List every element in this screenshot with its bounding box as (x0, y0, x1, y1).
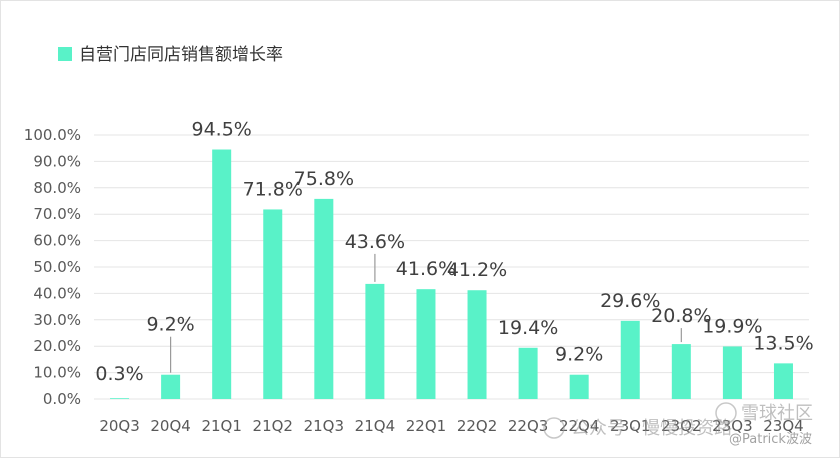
x-tick-label: 23Q3 (712, 417, 752, 435)
wechat-icon (543, 417, 565, 439)
xueqiu-logo-icon (715, 402, 737, 424)
x-tick-label: 20Q3 (99, 417, 139, 435)
x-tick-label: 22Q4 (559, 417, 599, 435)
y-tick-label: 0.0% (43, 390, 81, 408)
y-tick-label: 80.0% (33, 179, 81, 197)
data-label: 41.2% (447, 259, 507, 281)
bar (416, 289, 436, 399)
legend-swatch (58, 47, 72, 61)
y-tick-label: 50.0% (33, 258, 81, 276)
x-tick-label: 23Q1 (610, 417, 650, 435)
bar (314, 198, 334, 399)
y-tick-label: 10.0% (33, 364, 81, 382)
x-tick-label: 21Q4 (355, 417, 395, 435)
x-axis: 20Q3 20Q4 21Q1 21Q2 21Q3 21Q4 22Q1 22Q2 22Q3 22Q4… (99, 417, 803, 435)
data-label: 94.5% (191, 119, 251, 141)
x-tick-label: 23Q4 (763, 417, 803, 435)
data-label: 19.9% (702, 315, 762, 337)
bar (110, 398, 130, 399)
y-tick-label: 40.0% (33, 284, 81, 302)
watermark-handle: @Patrick波波 (729, 432, 812, 447)
x-tick-label: 23Q2 (661, 417, 701, 435)
data-labels: 0.3% 9.2% 94.5% 71.8%75.8% 43.6% 41.6%41.2% 19… (95, 119, 813, 386)
data-label: 20.8% (651, 305, 711, 327)
data-label: 9.2% (555, 344, 603, 366)
legend-label: 自营门店同店销售额增长率 (79, 45, 283, 65)
x-tick-label: 22Q1 (406, 417, 446, 435)
data-label: 41.6% (396, 258, 456, 280)
x-tick-label: 21Q3 (304, 417, 344, 435)
watermark-wechat: 公众号 · 慢慢投资路 (571, 418, 732, 439)
data-label: 19.4% (498, 317, 558, 339)
bar (671, 344, 691, 399)
bar (620, 320, 640, 399)
x-tick-label: 21Q1 (201, 417, 241, 435)
y-tick-label: 30.0% (33, 311, 81, 329)
bar (569, 374, 589, 399)
data-label: 43.6% (345, 231, 405, 253)
bar (161, 374, 181, 399)
y-tick-label: 100.0% (24, 126, 81, 144)
data-label: 75.8% (294, 168, 354, 190)
bar (722, 346, 742, 399)
bar (518, 347, 538, 399)
data-label: 29.6% (600, 290, 660, 312)
watermark: 公众号 · 慢慢投资路 雪球社区 @Patrick波波 (543, 402, 813, 447)
x-tick-label: 22Q3 (508, 417, 548, 435)
x-tick-label: 21Q2 (253, 417, 293, 435)
data-label: 0.3% (95, 363, 143, 385)
x-tick-label: 22Q2 (457, 417, 497, 435)
y-tick-label: 90.0% (33, 152, 81, 170)
y-tick-label: 70.0% (33, 205, 81, 223)
legend: 自营门店同店销售额增长率 (58, 45, 283, 65)
y-tick-label: 60.0% (33, 232, 81, 250)
data-label: 71.8% (243, 178, 303, 200)
bar (365, 283, 385, 399)
bar (263, 209, 283, 399)
data-label: 13.5% (753, 332, 813, 354)
x-tick-label: 20Q4 (150, 417, 190, 435)
bar (467, 290, 487, 399)
y-tick-label: 20.0% (33, 337, 81, 355)
bar (212, 149, 232, 399)
watermark-brand: 雪球社区 (741, 403, 813, 424)
data-label: 9.2% (146, 314, 194, 336)
bar (773, 363, 793, 399)
y-axis: 0.0% 10.0% 20.0% 30.0% 40.0% 50.0% 60.0% 70.0% 8… (24, 126, 81, 408)
bars (110, 149, 793, 399)
